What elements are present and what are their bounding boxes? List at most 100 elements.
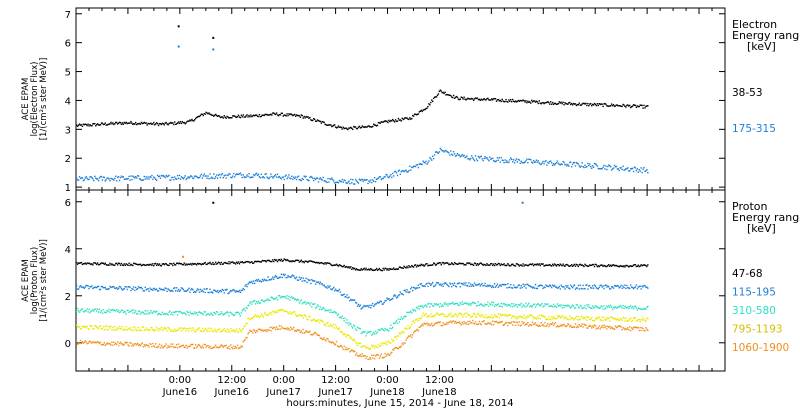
data-point — [298, 115, 301, 117]
data-point — [445, 94, 447, 96]
data-point — [375, 125, 378, 127]
data-point — [386, 353, 388, 356]
data-point — [629, 326, 631, 328]
data-point — [263, 300, 265, 303]
data-point — [380, 269, 382, 272]
data-point — [607, 165, 609, 168]
data-point — [468, 314, 470, 316]
data-point — [454, 285, 457, 287]
data-point — [378, 267, 381, 270]
data-point — [492, 98, 495, 100]
data-point — [438, 262, 441, 264]
data-point — [613, 328, 616, 331]
data-point — [373, 333, 376, 335]
data-point — [280, 325, 283, 327]
data-point — [203, 262, 205, 265]
data-point — [456, 96, 459, 99]
data-point — [587, 306, 589, 308]
data-point — [456, 152, 459, 155]
data-point — [495, 316, 498, 318]
data-point — [425, 323, 427, 325]
data-point — [198, 311, 201, 313]
data-point — [252, 262, 254, 265]
data-point — [465, 322, 467, 324]
y-tick-label: 4 — [65, 245, 71, 256]
data-point — [344, 266, 346, 268]
data-point — [140, 264, 143, 267]
data-point — [132, 326, 134, 328]
data-point — [409, 117, 411, 119]
data-point — [245, 336, 247, 339]
data-point — [489, 316, 491, 318]
data-point — [332, 325, 334, 328]
data-point — [343, 179, 345, 181]
data-point — [194, 291, 197, 293]
data-point — [576, 304, 579, 306]
data-point — [298, 302, 301, 304]
data-point — [544, 303, 546, 305]
data-point — [618, 319, 620, 322]
data-point — [236, 115, 239, 118]
data-point — [609, 104, 612, 107]
data-point — [463, 154, 465, 157]
data-point — [226, 311, 228, 313]
data-point — [298, 261, 301, 263]
data-point — [92, 264, 94, 266]
data-point — [90, 124, 92, 127]
data-point — [129, 286, 131, 288]
data-point — [114, 309, 116, 312]
data-point — [609, 288, 612, 290]
data-point — [637, 171, 640, 173]
data-point — [391, 327, 393, 330]
data-point — [565, 285, 567, 287]
data-point — [387, 121, 389, 124]
data-point — [351, 182, 353, 184]
data-point — [367, 125, 369, 127]
data-point — [259, 280, 262, 282]
data-point — [230, 261, 232, 263]
data-point — [484, 303, 486, 306]
data-point — [346, 334, 348, 337]
data-point — [372, 345, 374, 348]
data-point — [313, 303, 316, 305]
data-point — [504, 315, 506, 317]
data-point — [576, 287, 579, 289]
data-point — [345, 265, 347, 268]
data-point — [513, 265, 516, 267]
data-point — [99, 311, 102, 314]
data-point — [615, 326, 618, 329]
data-point — [210, 113, 212, 116]
data-point — [550, 323, 553, 326]
data-point — [508, 264, 510, 266]
data-point — [471, 155, 473, 157]
data-point — [555, 162, 558, 164]
data-point — [613, 318, 616, 320]
data-point — [337, 182, 340, 184]
data-point — [223, 292, 225, 294]
data-point — [438, 321, 441, 324]
data-point — [134, 326, 136, 328]
data-point — [539, 284, 541, 286]
data-point — [365, 179, 367, 181]
data-point — [511, 315, 514, 317]
data-point — [616, 306, 619, 309]
data-point — [523, 304, 525, 307]
data-point — [191, 287, 193, 290]
data-point — [431, 305, 434, 307]
data-point — [277, 259, 280, 261]
data-point — [228, 292, 230, 294]
data-point — [137, 263, 140, 266]
data-point — [608, 164, 610, 166]
data-point — [539, 163, 541, 165]
data-point — [122, 288, 125, 290]
data-point — [472, 285, 475, 287]
data-point — [318, 120, 321, 122]
data-point — [276, 299, 279, 301]
data-point — [437, 262, 440, 265]
data-point — [157, 329, 160, 332]
data-point — [402, 170, 404, 172]
data-point — [400, 120, 402, 122]
data-point — [453, 313, 456, 316]
data-point — [361, 178, 363, 181]
data-point — [184, 175, 186, 177]
